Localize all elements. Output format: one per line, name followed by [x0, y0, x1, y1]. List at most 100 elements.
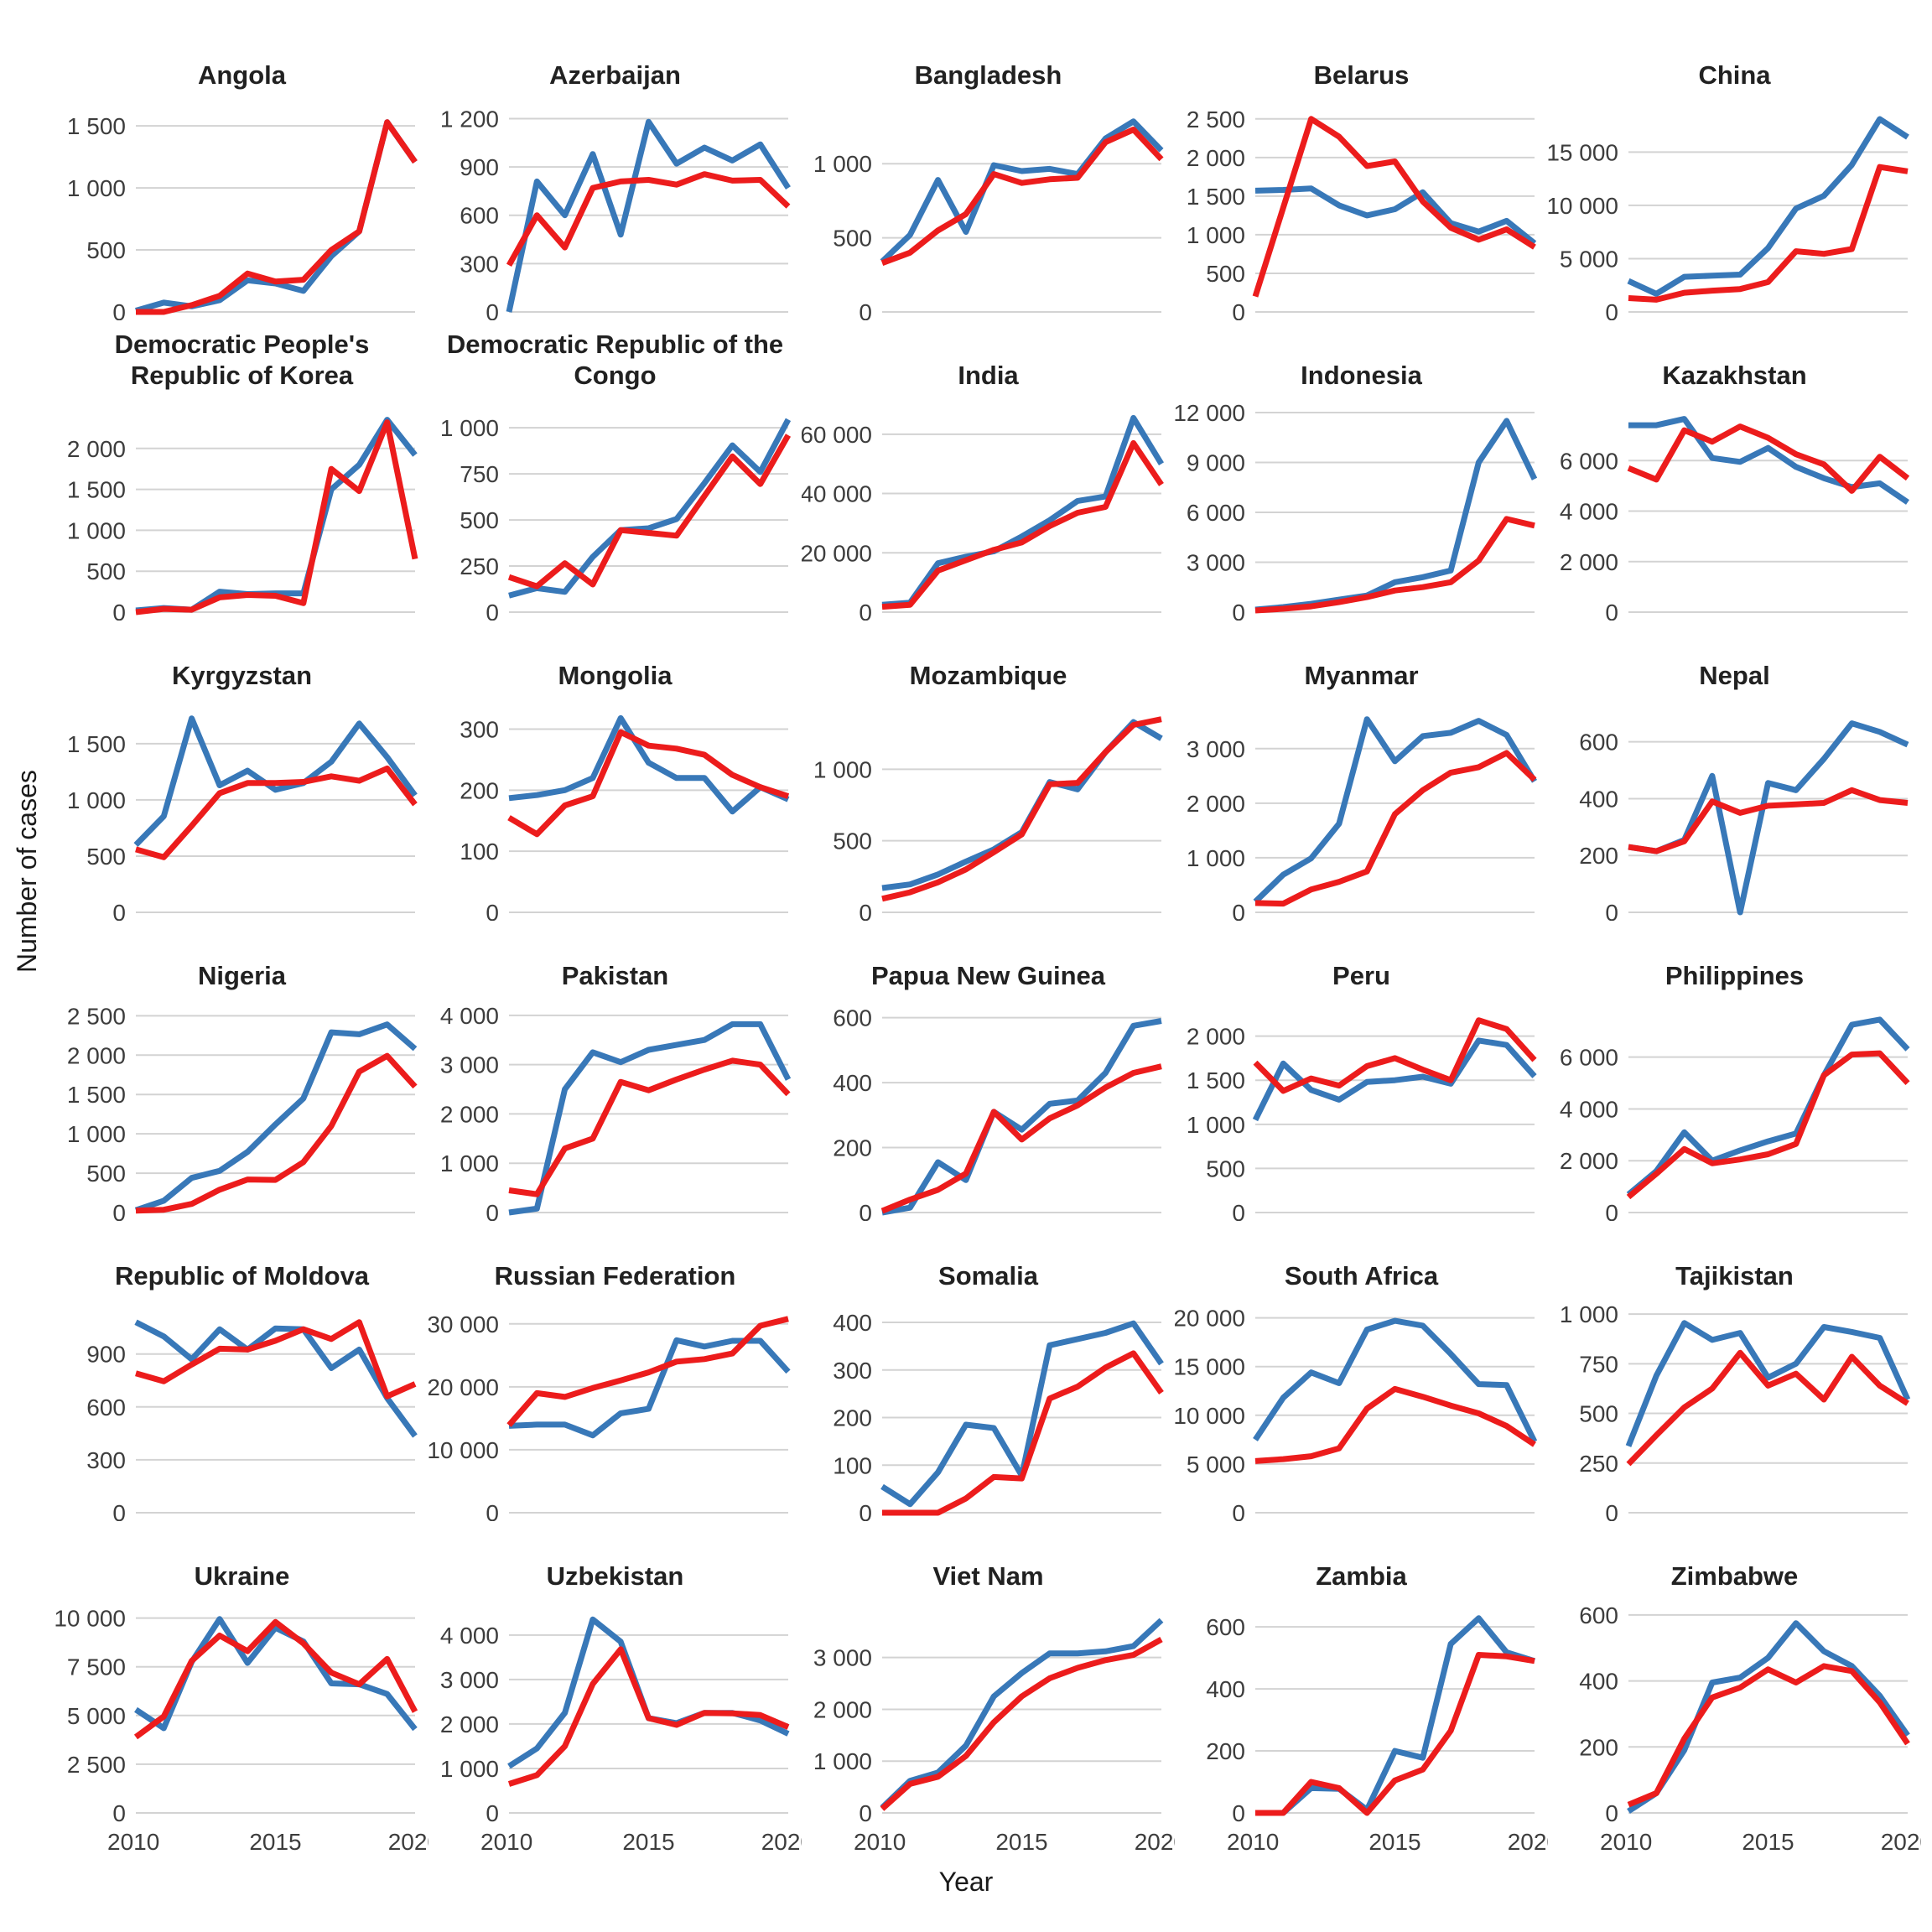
x-tick-label: 2020 [1135, 1829, 1175, 1855]
series-line-red-bangladesh [880, 127, 1164, 266]
y-tick-label: 20 000 [1175, 1306, 1245, 1332]
facet-plot-myanmar: 0 1 000 2 000 3 000 [1187, 716, 1537, 921]
facet-plot-mongolia: 0 100 200 300 [460, 714, 790, 921]
facet-plot-viet-nam: 0 1 000 2 000 3 000 2010 2015 2020 [813, 1618, 1175, 1855]
y-tick-label: 1 000 [1560, 1301, 1618, 1327]
y-tick-label: 1 500 [67, 113, 126, 139]
y-tick-label: 3 000 [813, 1645, 872, 1671]
facet-plot-south-africa: 0 5 000 10 000 15 000 20 000 [1175, 1306, 1538, 1521]
y-tick-label: 12 000 [1175, 400, 1245, 426]
facet-papua-new-guinea: Papua New Guinea 0 200 400 600 [802, 926, 1175, 1221]
y-tick-label: 400 [833, 1310, 872, 1336]
y-tick-label: 250 [460, 553, 499, 579]
y-tick-label: 0 [112, 600, 126, 621]
y-tick-label: 1 500 [1187, 1067, 1245, 1093]
series-line-red-viet-nam [880, 1637, 1163, 1811]
facet-title-somalia: Somalia [938, 1261, 1038, 1291]
y-tick-label: 200 [460, 777, 499, 803]
y-tick-label: 0 [859, 900, 872, 921]
series-line-blue-india [881, 414, 1164, 608]
facet-title-uzbekistan: Uzbekistan [546, 1561, 684, 1591]
y-tick-label: 1 000 [1187, 1112, 1245, 1138]
y-tick-label: 3 000 [440, 1667, 499, 1693]
y-tick-label: 1 500 [67, 1082, 126, 1108]
x-tick-label: 2015 [622, 1829, 674, 1855]
facet-angola: Angola 0 500 1 000 1 500 [55, 25, 428, 320]
facet-plot-philippines: 0 2 000 4 000 6 000 [1560, 1016, 1910, 1221]
series-line-blue-zimbabwe [1627, 1620, 1910, 1814]
series-line-blue-bangladesh [880, 118, 1164, 264]
y-tick-label: 500 [833, 226, 872, 252]
y-tick-label: 0 [859, 1800, 872, 1826]
y-tick-label: 500 [86, 1161, 126, 1187]
x-tick-label: 2010 [480, 1829, 532, 1855]
facet-kazakhstan: Kazakhstan 0 2 000 4 000 6 000 [1548, 325, 1921, 621]
y-tick-label: 100 [460, 839, 499, 865]
facet-peru: Peru 0 500 1 000 1 500 2 000 [1175, 926, 1548, 1221]
y-tick-label: 7 500 [67, 1654, 126, 1680]
facet-plot-bangladesh: 0 500 1 000 [813, 118, 1164, 320]
y-tick-label: 600 [86, 1394, 126, 1420]
x-tick-label: 2015 [1742, 1829, 1794, 1855]
series-line-blue-russian-federation [508, 1337, 791, 1439]
y-tick-label: 0 [859, 1500, 872, 1521]
x-tick-label: 2010 [107, 1829, 159, 1855]
facet-republic-of-moldova: Republic of Moldova 0 300 600 900 [55, 1226, 428, 1521]
y-tick-label: 1 000 [67, 517, 126, 543]
facet-plot-somalia: 0 100 200 300 400 [833, 1310, 1164, 1521]
y-tick-label: 300 [833, 1358, 872, 1384]
facet-title-russian-federation: Russian Federation [494, 1261, 736, 1291]
x-tick-label: 2015 [249, 1829, 301, 1855]
facet-title-mongolia: Mongolia [558, 661, 673, 690]
series-line-blue-nigeria [134, 1021, 418, 1213]
series-line-blue-mozambique [881, 719, 1163, 891]
series-line-red-china [1628, 164, 1909, 303]
y-tick-label: 500 [1579, 1401, 1618, 1427]
series-line-red-mozambique [881, 716, 1162, 902]
facet-title-zimbabwe: Zimbabwe [1670, 1561, 1799, 1591]
series-line-red-uzbekistan [507, 1646, 790, 1787]
facet-viet-nam: Viet Nam 0 1 000 2 000 3 000 2010 2015 2020 [802, 1526, 1175, 1860]
y-tick-label: 400 [1206, 1676, 1245, 1702]
series-line-red-belarus [1252, 116, 1536, 298]
series-line-red-zambia [1255, 1652, 1535, 1816]
series-line-blue-kyrgyzstan [133, 715, 418, 848]
series-line-red-south-africa [1254, 1385, 1536, 1464]
y-tick-label: 4 000 [1560, 499, 1618, 525]
y-tick-label: 0 [859, 299, 872, 320]
y-tick-label: 600 [460, 203, 499, 229]
y-tick-label: 750 [460, 461, 499, 487]
y-tick-label: 0 [112, 1500, 126, 1521]
series-line-blue-viet-nam [880, 1618, 1164, 1810]
y-tick-label: 1 000 [1187, 845, 1245, 871]
y-tick-label: 400 [833, 1070, 872, 1096]
facet-zimbabwe: Zimbabwe 0 200 400 600 2010 2015 2020 [1548, 1526, 1921, 1860]
facet-title-kazakhstan: Kazakhstan [1662, 361, 1807, 390]
x-tick-label: 2015 [995, 1829, 1047, 1855]
series-line-red-angola [136, 119, 418, 315]
y-tick-label: 200 [1579, 1734, 1618, 1760]
y-tick-label: 300 [86, 1447, 126, 1473]
facet-title-pakistan: Pakistan [561, 961, 669, 990]
y-tick-label: 500 [86, 237, 126, 263]
y-tick-label: 0 [1605, 1500, 1618, 1521]
y-tick-label: 500 [1206, 1156, 1245, 1182]
y-tick-label: 20 000 [428, 1374, 499, 1400]
facet-pakistan: Pakistan 0 1 000 2 000 3 000 4 000 [428, 926, 802, 1221]
series-line-red-indonesia [1254, 516, 1535, 614]
facet-title-nigeria: Nigeria [197, 961, 287, 990]
series-line-blue-papua-new-guinea [881, 1018, 1162, 1216]
facet-bangladesh: Bangladesh 0 500 1 000 [802, 25, 1175, 320]
y-tick-label: 0 [112, 900, 126, 921]
facet-plot-uzbekistan: 0 1 000 2 000 3 000 4 000 2010 2015 2020 [440, 1616, 802, 1855]
y-tick-label: 200 [833, 1405, 872, 1431]
y-tick-label: 1 000 [67, 175, 126, 201]
series-line-blue-democratic-republic-of-the-congo [508, 418, 792, 599]
y-tick-label: 9 000 [1187, 449, 1245, 475]
facet-plot-belarus: 0 500 1 000 1 500 2 000 2 500 [1187, 106, 1537, 320]
facet-title-china: China [1698, 60, 1771, 90]
y-tick-label: 600 [1206, 1614, 1245, 1640]
y-tick-label: 1 000 [813, 151, 872, 177]
y-tick-label: 2 500 [67, 1003, 126, 1029]
